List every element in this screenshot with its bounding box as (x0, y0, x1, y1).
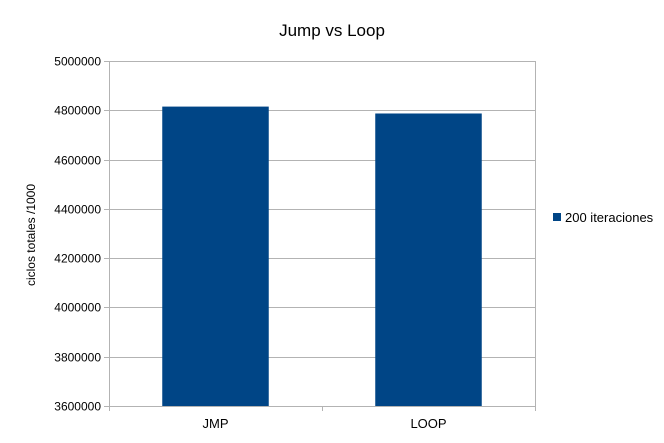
axes: 3600000 3800000 4000000 4200000 4400000 46000… (54, 55, 536, 431)
bar-loop (375, 113, 482, 406)
x-tick-label: LOOP (410, 416, 446, 431)
y-tick-label: 3800000 (54, 351, 101, 365)
y-tick-label: 4800000 (54, 104, 101, 118)
legend: 200 iteraciones (553, 210, 654, 225)
y-tick-label: 4200000 (54, 252, 101, 266)
bars (162, 106, 482, 406)
y-tick-label: 4400000 (54, 203, 101, 217)
legend-label: 200 iteraciones (565, 210, 654, 225)
y-axis-label: ciclos totales /1000 (24, 184, 38, 286)
chart-title: Jump vs Loop (279, 21, 385, 40)
y-tick-label: 4000000 (54, 301, 101, 315)
y-tick-label: 5000000 (54, 55, 101, 69)
y-tick-label: 4600000 (54, 154, 101, 168)
legend-swatch (553, 213, 561, 221)
y-tick-label: 3600000 (54, 400, 101, 414)
bar-jmp (162, 106, 269, 406)
x-tick-label: JMP (203, 416, 229, 431)
